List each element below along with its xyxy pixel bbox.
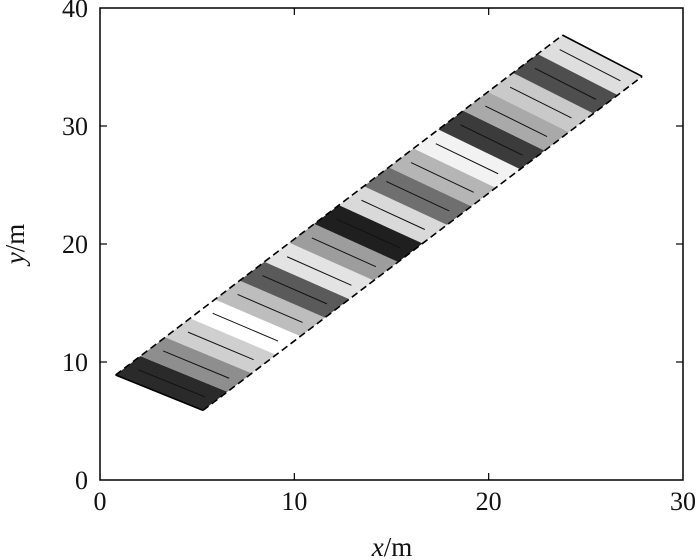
stripe-centerline-5 [262, 275, 328, 305]
y-tick-label-0: 0 [75, 466, 88, 495]
stripe-centerline-12 [435, 143, 499, 175]
y-tick-label-2: 20 [62, 230, 88, 259]
stripe-centerline-7 [311, 237, 377, 268]
stripe-centerline-17 [559, 49, 621, 82]
axis-ticks: 0 10 20 30 0 10 20 30 40 [62, 0, 696, 516]
y-tick-label-3: 30 [62, 112, 88, 141]
stripe-centerline-9 [361, 199, 426, 230]
stripe-centerline-1 [163, 350, 230, 379]
stripe-centerline-8 [336, 218, 401, 249]
stripe-centerline-6 [286, 256, 352, 286]
stripe-centerline-3 [212, 312, 279, 342]
stripe-centerline-13 [460, 124, 523, 156]
x-axis-unit: /m [384, 532, 413, 560]
x-tick-label-3: 30 [670, 487, 696, 516]
stripe-centerline-11 [410, 162, 474, 193]
stripe-region [115, 34, 643, 412]
stripe-centerline-2 [187, 331, 254, 361]
region-edge-top [562, 34, 643, 78]
stripe-centerline-10 [386, 180, 450, 212]
region-edge-right [202, 75, 643, 412]
stripe-centerline-4 [237, 293, 303, 323]
x-axis-var: x [371, 532, 384, 560]
region-edge-left [115, 34, 563, 376]
stripe-centerline-16 [534, 67, 597, 100]
y-axis-label: y/m [0, 224, 30, 268]
stripe-centerline-15 [509, 86, 572, 119]
stripe-centerline-14 [485, 105, 548, 138]
y-axis-unit: /m [0, 224, 30, 253]
x-tick-label-0: 0 [94, 487, 107, 516]
x-tick-label-2: 20 [476, 487, 502, 516]
y-tick-label-1: 10 [62, 348, 88, 377]
x-tick-label-1: 10 [281, 487, 307, 516]
x-axis-label: x/m [371, 532, 413, 560]
y-tick-label-4: 40 [62, 0, 88, 23]
region-edge-bottom [115, 374, 204, 412]
stripe-centerline-0 [138, 369, 205, 398]
y-axis-var: y [0, 252, 30, 267]
